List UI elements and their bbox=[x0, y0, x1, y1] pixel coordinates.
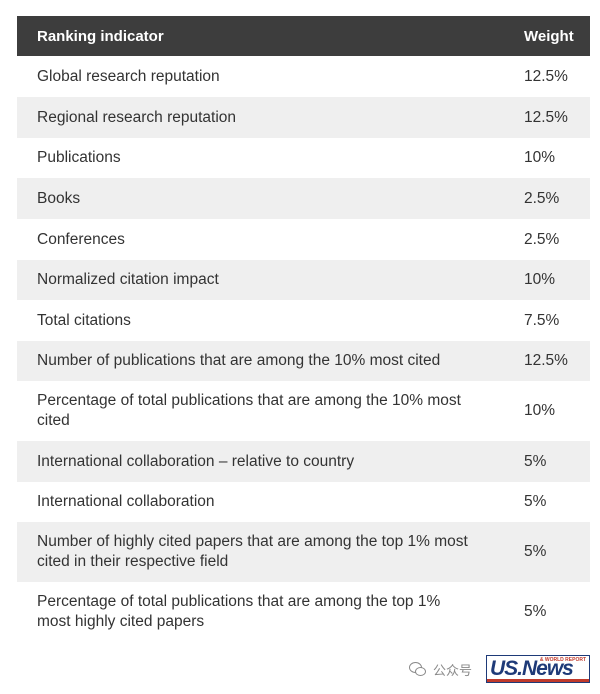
table-header: Ranking indicator Weight bbox=[17, 16, 590, 56]
row-indicator: Global research reputation bbox=[37, 67, 220, 85]
table-row: International collaboration 5% bbox=[17, 482, 590, 522]
row-weight: 7.5% bbox=[524, 311, 560, 329]
row-weight: 10% bbox=[524, 271, 556, 288]
row-weight: 5% bbox=[524, 452, 547, 470]
ranking-table: Ranking indicator Weight Global research… bbox=[17, 16, 590, 642]
footer: 公众号 US.News & WORLD REPORT bbox=[408, 654, 590, 684]
row-weight: 12.5% bbox=[524, 67, 568, 85]
row-indicator: International collaboration – relative t… bbox=[37, 452, 355, 470]
row-indicator: Number of publications that are among th… bbox=[37, 352, 441, 369]
row-indicator: Percentage of total publications that ar… bbox=[37, 392, 461, 429]
row-indicator: Total citations bbox=[37, 311, 131, 329]
row-weight: 2.5% bbox=[524, 230, 560, 248]
row-weight: 2.5% bbox=[524, 189, 560, 207]
table-row: Percentage of total publications that ar… bbox=[17, 381, 590, 441]
usnews-logo: US.News & WORLD REPORT bbox=[486, 655, 590, 683]
logo-text: US.News bbox=[490, 657, 574, 680]
logo-subtext: & WORLD REPORT bbox=[539, 657, 586, 663]
row-indicator: Conferences bbox=[37, 230, 125, 248]
row-weight: 12.5% bbox=[524, 108, 568, 126]
row-indicator: Books bbox=[37, 189, 81, 207]
header-weight: Weight bbox=[524, 27, 574, 45]
logo-stripe bbox=[487, 679, 589, 682]
row-indicator: Percentage of total publications that ar… bbox=[37, 593, 441, 630]
wechat-watermark: 公众号 bbox=[408, 660, 472, 679]
table-row: Total citations 7.5% bbox=[17, 300, 590, 341]
row-indicator: Regional research reputation bbox=[37, 108, 237, 126]
row-indicator: Publications bbox=[37, 149, 121, 166]
row-weight: 5% bbox=[524, 543, 547, 560]
row-weight: 12.5% bbox=[524, 352, 568, 369]
table-row: Number of highly cited papers that are a… bbox=[17, 522, 590, 582]
row-indicator: Normalized citation impact bbox=[37, 271, 219, 288]
row-indicator: International collaboration bbox=[37, 493, 215, 510]
table-row: Publications 10% bbox=[17, 138, 590, 178]
table-row: Books 2.5% bbox=[17, 178, 590, 219]
row-weight: 10% bbox=[524, 402, 556, 419]
wechat-icon bbox=[408, 662, 427, 676]
table-row: Conferences 2.5% bbox=[17, 219, 590, 260]
table-row: Percentage of total publications that ar… bbox=[17, 582, 590, 642]
table-row: Global research reputation 12.5% bbox=[17, 56, 590, 97]
row-weight: 5% bbox=[524, 493, 547, 510]
header-indicator: Ranking indicator bbox=[37, 27, 164, 45]
row-weight: 10% bbox=[524, 149, 556, 166]
table-row: Number of publications that are among th… bbox=[17, 341, 590, 381]
row-indicator: Number of highly cited papers that are a… bbox=[37, 533, 468, 570]
wechat-label: 公众号 bbox=[432, 662, 472, 678]
table-row: International collaboration – relative t… bbox=[17, 441, 590, 482]
table-row: Normalized citation impact 10% bbox=[17, 260, 590, 300]
row-weight: 5% bbox=[524, 603, 547, 620]
table-row: Regional research reputation 12.5% bbox=[17, 97, 590, 138]
